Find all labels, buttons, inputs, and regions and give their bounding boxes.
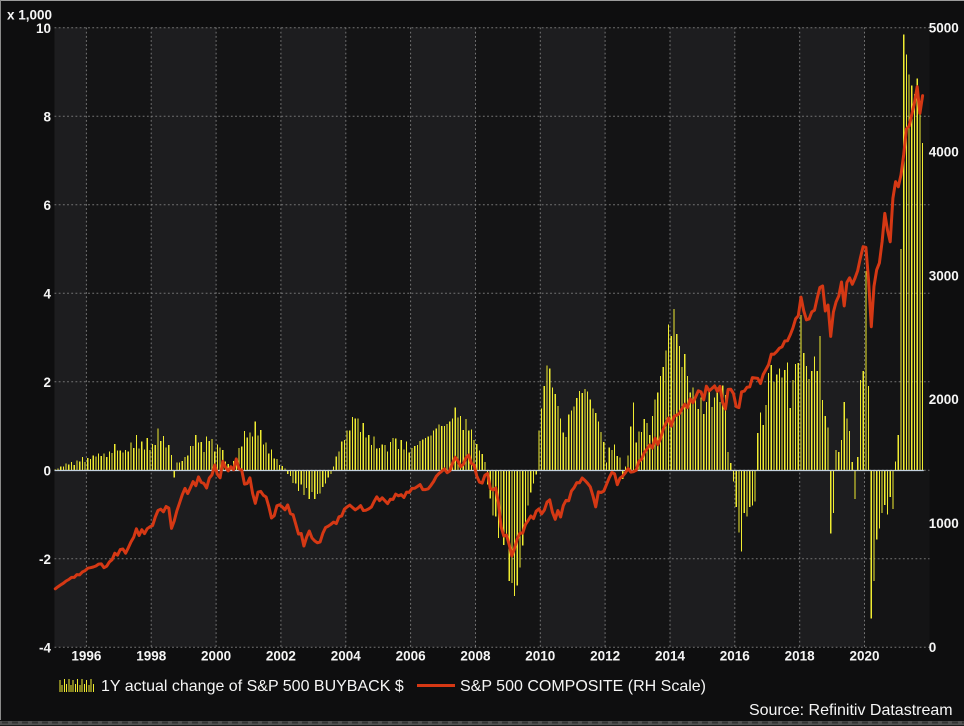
svg-text:2000: 2000: [201, 649, 231, 664]
svg-text:6: 6: [43, 198, 51, 213]
svg-text:2008: 2008: [460, 649, 491, 664]
svg-text:2004: 2004: [331, 649, 362, 664]
svg-text:2018: 2018: [785, 649, 816, 664]
svg-text:2016: 2016: [720, 649, 751, 664]
svg-text:2010: 2010: [525, 649, 555, 664]
svg-text:1Y actual change of S&P 500 BU: 1Y actual change of S&P 500 BUYBACK $: [101, 678, 404, 695]
svg-text:2000: 2000: [929, 392, 959, 407]
svg-text:0: 0: [43, 463, 51, 478]
svg-text:5000: 5000: [929, 21, 959, 36]
svg-text:2020: 2020: [849, 649, 879, 664]
svg-text:4: 4: [43, 286, 51, 301]
svg-text:Source: Refinitiv Datastream: Source: Refinitiv Datastream: [749, 702, 953, 719]
svg-text:2014: 2014: [655, 649, 686, 664]
svg-text:0: 0: [929, 640, 937, 655]
svg-text:8: 8: [43, 109, 51, 124]
svg-text:10: 10: [36, 21, 51, 36]
svg-text:1000: 1000: [929, 516, 959, 531]
svg-text:-2: -2: [39, 552, 51, 567]
svg-text:3000: 3000: [929, 268, 959, 283]
svg-text:1996: 1996: [71, 649, 102, 664]
svg-text:2006: 2006: [396, 649, 427, 664]
svg-text:2: 2: [43, 375, 51, 390]
svg-text:1998: 1998: [136, 649, 167, 664]
svg-text:S&P 500 COMPOSITE (RH Scale): S&P 500 COMPOSITE (RH Scale): [460, 678, 706, 695]
svg-text:4000: 4000: [929, 144, 959, 159]
svg-text:-4: -4: [39, 640, 51, 655]
svg-text:x 1,000: x 1,000: [7, 8, 52, 23]
svg-text:2002: 2002: [266, 649, 296, 664]
svg-text:2012: 2012: [590, 649, 620, 664]
